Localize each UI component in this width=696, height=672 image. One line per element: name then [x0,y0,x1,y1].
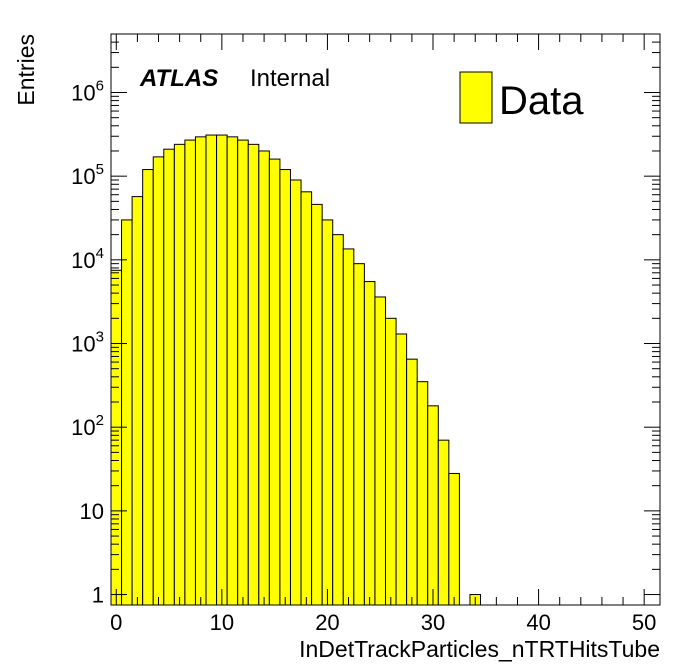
histogram-bar [353,263,365,606]
status-label: Internal [250,65,330,92]
legend-swatch [459,71,493,124]
y-axis-label: Entries [13,34,39,106]
histogram-bar [226,136,239,606]
histogram-bar [395,333,408,606]
plot-frame [110,33,661,606]
histogram-bar [258,150,270,606]
histogram-bar [131,196,144,606]
histogram-bar [163,148,175,606]
x-axis-label: InDetTrackParticles_nTRTHitsTube [299,636,660,662]
histogram-bar [142,169,154,606]
histogram-bar [289,179,302,606]
atlas-label: ATLAS [139,65,218,92]
histogram-bar [374,296,387,606]
y-tick-labels: 1 10 102 103 104 105 106 [71,77,104,607]
x-tick-label: 40 [526,610,550,635]
y-tick-label: 106 [71,77,104,105]
histogram-bar [363,281,376,606]
histogram-bar [448,472,460,606]
histogram-bar [342,248,355,606]
x-tick-labels: 0 10 20 30 40 50 [110,610,656,635]
x-tick-label: 20 [315,610,339,635]
histogram-bar [279,169,291,606]
legend-label: Data [499,79,584,123]
x-tick-label: 0 [110,610,122,635]
histogram-bar [216,134,228,606]
x-tick-label: 10 [210,610,234,635]
y-tick-label: 10 [80,499,104,524]
minor-ticks [111,33,660,605]
histogram-bar [205,134,218,606]
histogram-bar [321,219,334,606]
y-tick-label: 102 [71,412,104,440]
histogram-bar [184,139,196,606]
histogram-bar [152,156,165,606]
histogram-bar [121,219,133,606]
histogram-bar [416,381,429,606]
histogram-bar [406,358,418,606]
histogram-bar [385,317,397,606]
histogram-bar [311,203,323,606]
histogram-bars [110,134,482,606]
histogram-bar [437,439,450,606]
x-tick-label: 50 [632,610,656,635]
histogram-bar [247,143,260,606]
histogram-bar [237,139,249,606]
histogram-bar [300,191,313,606]
histogram-bar [427,405,439,606]
y-tick-label: 105 [71,161,104,189]
histogram-bar [173,143,186,606]
y-tick-label: 104 [71,245,104,273]
major-ticks [111,34,660,605]
x-tick-label: 30 [421,610,445,635]
histogram-bar [194,136,207,606]
y-tick-label: 103 [71,329,104,357]
y-tick-label: 1 [92,583,104,608]
histogram-bar [268,158,281,606]
histogram-bar [332,234,344,606]
